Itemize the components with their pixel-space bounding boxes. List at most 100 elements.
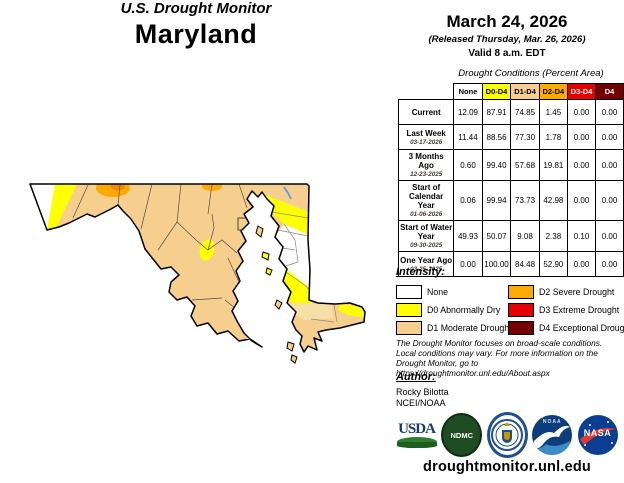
column-header-d1-d4: D1-D4 bbox=[510, 83, 540, 100]
conditions-table: None D0-D4 D1-D4 D2-D4 D3-D4 D4 Current 12.09 8… bbox=[397, 83, 624, 277]
legend-label: D4 Exceptional Drought bbox=[539, 323, 624, 333]
legend-swatch bbox=[508, 321, 534, 335]
usda-logo-text: USDA bbox=[398, 421, 436, 437]
ndmc-logo-text: NDMC bbox=[450, 430, 474, 440]
column-header-d0-d4: D0-D4 bbox=[481, 83, 512, 100]
percent-area-value: 52.90 bbox=[538, 251, 569, 277]
percent-area-value: 99.94 bbox=[481, 180, 512, 221]
percent-area-value: 50.07 bbox=[481, 220, 512, 252]
legend-item: D4 Exceptional Drought bbox=[508, 319, 624, 337]
table-corner-cell bbox=[398, 83, 454, 100]
region-d0-west-band bbox=[47, 184, 77, 230]
legend-label: D0 Abnormally Dry bbox=[427, 305, 501, 315]
region-d0-central-spot bbox=[199, 239, 215, 261]
valid-time-line: Valid 8 a.m. EDT bbox=[468, 48, 546, 59]
info-panel: March 24, 2026 (Released Thursday, Mar. … bbox=[390, 0, 624, 483]
column-header-none: None bbox=[453, 83, 483, 100]
doc-seal-icon bbox=[491, 419, 523, 451]
intensity-heading: Intensity: bbox=[396, 266, 445, 278]
legend-item: D3 Extreme Drought bbox=[508, 301, 620, 319]
legend-item: D1 Moderate Drought bbox=[396, 319, 512, 337]
percent-area-value: 0.00 bbox=[594, 180, 624, 221]
table-row: Current 12.09 87.91 74.85 1.45 0.00 0.00 bbox=[397, 99, 624, 125]
legend-swatch bbox=[396, 285, 422, 299]
noaa-seagull-icon bbox=[534, 425, 571, 455]
county-lines-west bbox=[72, 184, 256, 319]
legend-swatch bbox=[508, 285, 534, 299]
percent-area-value: 0.00 bbox=[567, 149, 596, 181]
row-label-date: 03-17-2026 bbox=[410, 138, 443, 146]
percent-area-value: 77.30 bbox=[510, 124, 540, 150]
percent-area-value: 0.00 bbox=[594, 124, 624, 150]
disclaimer-text: The Drought Monitor focuses on broad-sca… bbox=[396, 338, 624, 378]
usda-swoosh2 bbox=[396, 442, 437, 448]
percent-area-value: 0.60 bbox=[453, 149, 483, 181]
row-label-text: Start of Water Year bbox=[400, 223, 453, 241]
legend-swatch bbox=[396, 321, 422, 335]
percent-area-value: 73.73 bbox=[510, 180, 540, 221]
author-heading: Author: bbox=[396, 371, 436, 383]
percent-area-value: 2.38 bbox=[538, 220, 569, 252]
nasa-logo[interactable]: NASA bbox=[577, 415, 618, 456]
partner-logos: USDA NDMC bbox=[396, 412, 618, 458]
table-row: Start of Calendar Year 01-06-2026 0.06 99.9… bbox=[397, 180, 624, 221]
percent-area-value: 100.00 bbox=[481, 251, 512, 277]
row-label-text: Last Week bbox=[406, 128, 446, 138]
row-label: 3 Months Ago 12-23-2025 bbox=[397, 149, 455, 181]
percent-area-value: 84.48 bbox=[510, 251, 540, 277]
doc-seal-logo[interactable] bbox=[486, 412, 528, 458]
table-row: Last Week 03-17-2026 11.44 88.56 77.30 1.78 0.… bbox=[397, 124, 624, 150]
state-border-outline bbox=[29, 183, 366, 353]
noaa-logo[interactable]: NOAA bbox=[532, 415, 573, 456]
column-header-d4: D4 bbox=[594, 83, 624, 100]
table-caption: Drought Conditions (Percent Area) bbox=[458, 68, 604, 79]
percent-area-value: 0.00 bbox=[567, 99, 596, 125]
row-label-date: 01-06-2026 bbox=[410, 211, 443, 218]
row-label-text: 3 Months Ago bbox=[408, 152, 444, 170]
column-header-d3-d4: D3-D4 bbox=[567, 83, 596, 100]
disclaimer-line: Drought Monitor, go to https://droughtmo… bbox=[396, 358, 550, 378]
legend-label: None bbox=[427, 287, 449, 297]
row-label-date: 12-23-2025 bbox=[410, 171, 443, 178]
legend-label: D1 Moderate Drought bbox=[427, 323, 512, 333]
row-label-date: 03-25-2025 bbox=[410, 265, 443, 273]
legend-label: D2 Severe Drought bbox=[539, 287, 615, 297]
row-label: Start of Calendar Year 01-06-2026 bbox=[397, 180, 455, 221]
row-label: One Year Ago 03-25-2025 bbox=[397, 251, 455, 277]
percent-area-value: 0.00 bbox=[594, 251, 624, 277]
percent-area-value: 0.00 bbox=[594, 220, 624, 252]
conditions-header-row: None D0-D4 D1-D4 D2-D4 D3-D4 D4 bbox=[398, 83, 624, 100]
percent-area-value: 0.00 bbox=[567, 124, 596, 150]
author-name: Rocky Bilotta bbox=[396, 387, 449, 397]
row-label-text: One Year Ago bbox=[400, 255, 453, 265]
percent-area-value: 11.44 bbox=[453, 124, 483, 150]
row-label: Start of Water Year 09-30-2025 bbox=[397, 220, 455, 252]
percent-area-value: 0.00 bbox=[594, 149, 624, 181]
footer-url-link[interactable]: droughtmonitor.unl.edu bbox=[423, 459, 591, 475]
percent-area-value: 19.81 bbox=[538, 149, 569, 181]
percent-area-value: 0.00 bbox=[594, 99, 624, 125]
author-org: NCEI/NOAA bbox=[396, 398, 446, 408]
row-label-date: 09-30-2025 bbox=[410, 242, 443, 249]
row-label: Last Week 03-17-2026 bbox=[397, 124, 455, 150]
percent-area-value: 87.91 bbox=[481, 99, 512, 125]
region-d0-atlantic-coast bbox=[338, 304, 365, 318]
table-row: Start of Water Year 09-30-2025 49.93 50.07 9… bbox=[397, 220, 624, 252]
percent-area-value: 0.00 bbox=[453, 251, 483, 277]
release-date-line: (Released Thursday, Mar. 26, 2026) bbox=[428, 34, 586, 45]
disclaimer-line: Local conditions may vary. For more info… bbox=[396, 348, 598, 358]
ndmc-logo[interactable]: NDMC bbox=[441, 413, 483, 457]
legend-item: None bbox=[396, 283, 508, 301]
region-d2-north-central-core bbox=[111, 184, 125, 191]
table-row: 3 Months Ago 12-23-2025 0.60 99.40 57.68 19.8… bbox=[397, 149, 624, 181]
row-label-text: Current bbox=[411, 107, 441, 117]
percent-area-value: 12.09 bbox=[453, 99, 483, 125]
nasa-logo-text: NASA bbox=[583, 428, 612, 438]
noaa-logo-text: NOAA bbox=[542, 419, 562, 425]
percent-area-value: 74.85 bbox=[510, 99, 540, 125]
intensity-legend: None D0 Abnormally Dry D1 Moderate Drought… bbox=[396, 283, 624, 337]
susquehanna-river bbox=[283, 186, 292, 200]
region-d1-light-lower-shore bbox=[285, 303, 333, 320]
usda-logo[interactable]: USDA bbox=[396, 415, 437, 456]
percent-area-value: 0.00 bbox=[567, 180, 596, 221]
